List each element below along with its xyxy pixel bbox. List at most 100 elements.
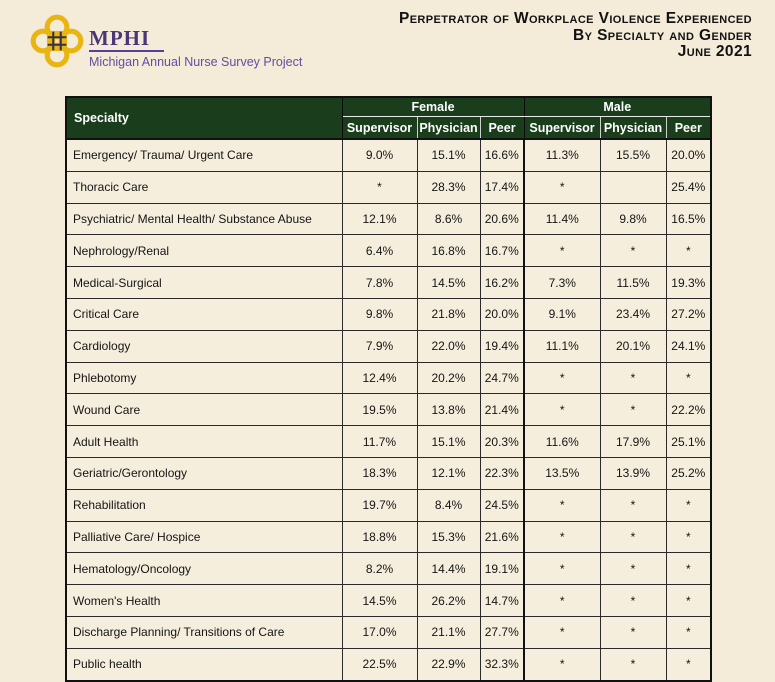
logo-text-block: MPHI Michigan Annual Nurse Survey Projec… [89, 27, 302, 69]
value-cell: * [523, 520, 601, 554]
value-cell: 25.1% [665, 425, 712, 458]
value-cell: 16.7% [479, 234, 525, 268]
value-cell: * [599, 647, 667, 682]
value-cell: 14.7% [479, 584, 525, 617]
value-cell: * [599, 552, 667, 586]
header-group-female: Female [342, 97, 525, 117]
header-male-peer: Peer [665, 116, 712, 139]
value-cell: 24.7% [479, 361, 525, 395]
header-male-physician: Physician [599, 116, 667, 139]
value-cell: * [523, 488, 601, 522]
header-male-supervisor: Supervisor [523, 116, 601, 139]
value-cell: 8.4% [416, 488, 481, 522]
specialty-cell: Hematology/Oncology [65, 552, 343, 586]
value-cell: 24.1% [665, 329, 712, 363]
value-cell: * [523, 234, 601, 268]
value-cell: 14.4% [416, 552, 481, 586]
value-cell: 16.8% [416, 234, 481, 268]
value-cell: 19.4% [479, 329, 525, 363]
value-cell: 8.6% [416, 202, 481, 236]
value-cell: 7.8% [341, 266, 418, 299]
value-cell: 8.2% [341, 552, 418, 586]
value-cell [599, 170, 667, 204]
specialty-cell: Wound Care [65, 393, 343, 427]
value-cell: * [665, 615, 712, 649]
value-cell: 21.4% [479, 393, 525, 427]
specialty-cell: Women's Health [65, 584, 343, 617]
table-row: Rehabilitation 19.7% 8.4% 24.5% * * * [65, 488, 712, 522]
value-cell: * [665, 584, 712, 617]
value-cell: 9.8% [599, 202, 667, 236]
value-cell: 9.8% [341, 297, 418, 331]
value-cell: 17.9% [599, 425, 667, 458]
value-cell: 19.5% [341, 393, 418, 427]
value-cell: * [523, 552, 601, 586]
value-cell: 18.8% [341, 520, 418, 554]
header-specialty: Specialty [66, 97, 343, 139]
value-cell: 13.5% [523, 456, 601, 490]
value-cell: 14.5% [416, 266, 481, 299]
mphi-logo: MPHI Michigan Annual Nurse Survey Projec… [29, 13, 302, 69]
logo-subtitle: Michigan Annual Nurse Survey Project [89, 55, 303, 70]
value-cell: 18.3% [341, 456, 418, 490]
value-cell: * [665, 488, 712, 522]
value-cell: * [599, 234, 667, 268]
value-cell: 16.6% [479, 137, 525, 172]
value-cell: * [523, 584, 601, 617]
table-row: Discharge Planning/ Transitions of Care 1… [65, 615, 712, 649]
value-cell: 28.3% [416, 170, 481, 204]
value-cell: * [523, 170, 601, 204]
value-cell: 22.3% [479, 456, 525, 490]
value-cell: 25.4% [665, 170, 712, 204]
value-cell: 15.3% [416, 520, 481, 554]
page-banner: MPHI Michigan Annual Nurse Survey Projec… [0, 0, 775, 90]
value-cell: 25.2% [665, 456, 712, 490]
table-body: Emergency/ Trauma/ Urgent Care 9.0% 15.1% 1… [65, 137, 712, 682]
table-row: Psychiatric/ Mental Health/ Substance Ab… [65, 202, 712, 236]
value-cell: * [599, 393, 667, 427]
value-cell: 19.1% [479, 552, 525, 586]
value-cell: 22.5% [341, 647, 418, 682]
value-cell: * [665, 361, 712, 395]
specialty-cell: Cardiology [65, 329, 343, 363]
logo-org-name: MPHI [89, 27, 165, 53]
value-cell: * [599, 361, 667, 395]
value-cell: 16.5% [665, 202, 712, 236]
value-cell: 20.0% [665, 137, 712, 172]
specialty-cell: Discharge Planning/ Transitions of Care [65, 615, 343, 649]
value-cell: 17.0% [341, 615, 418, 649]
table-header: Specialty Female Male Supervisor Physici… [66, 97, 712, 139]
value-cell: 16.2% [479, 266, 525, 299]
specialty-cell: Emergency/ Trauma/ Urgent Care [65, 137, 343, 172]
table-row: Public health 22.5% 22.9% 32.3% * * * [65, 647, 712, 682]
mphi-knot-icon [30, 14, 84, 68]
value-cell: 22.2% [665, 393, 712, 427]
value-cell: 20.6% [479, 202, 525, 236]
value-cell: * [665, 647, 712, 682]
specialty-cell: Medical-Surgical [65, 266, 343, 299]
report-title-line1: Perpetrator of Workplace Violence Experi… [398, 10, 752, 27]
report-title-line3: June 2021 [677, 43, 752, 60]
value-cell: 12.4% [341, 361, 418, 395]
value-cell: 17.4% [479, 170, 525, 204]
perpetrator-table: Specialty Female Male Supervisor Physici… [65, 96, 713, 682]
header-group-male: Male [523, 97, 712, 117]
table-row: Palliative Care/ Hospice 18.8% 15.3% 21.6% *… [65, 520, 712, 554]
value-cell: 27.2% [665, 297, 712, 331]
value-cell: 19.7% [341, 488, 418, 522]
value-cell: 23.4% [599, 297, 667, 331]
table-row: Thoracic Care * 28.3% 17.4% * 25.4% [65, 170, 712, 204]
value-cell: * [665, 234, 712, 268]
table-row: Wound Care 19.5% 13.8% 21.4% * * 22.2% [65, 393, 712, 427]
value-cell: * [341, 170, 418, 204]
table-row: Geriatric/Gerontology 18.3% 12.1% 22.3% 13.5… [65, 456, 712, 490]
value-cell: 13.8% [416, 393, 481, 427]
specialty-cell: Critical Care [65, 297, 343, 331]
value-cell: * [523, 615, 601, 649]
specialty-cell: Psychiatric/ Mental Health/ Substance Ab… [65, 202, 343, 236]
specialty-cell: Geriatric/Gerontology [65, 456, 343, 490]
table-row: Hematology/Oncology 8.2% 14.4% 19.1% * * * [65, 552, 712, 586]
report-title: Perpetrator of Workplace Violence Experi… [399, 11, 752, 61]
value-cell: 11.1% [523, 329, 601, 363]
specialty-cell: Palliative Care/ Hospice [65, 520, 343, 554]
